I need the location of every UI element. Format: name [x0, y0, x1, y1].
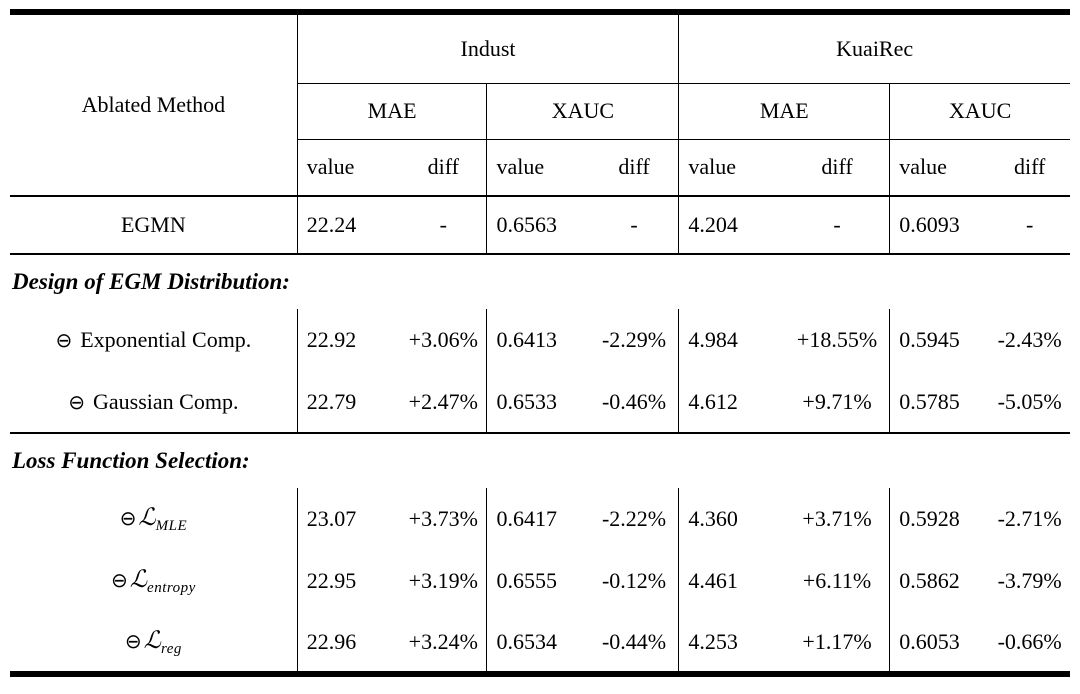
group-header-indust: Indust — [296, 12, 679, 84]
cell-diff: -2.22% — [601, 506, 667, 531]
subscript-entropy: entropy — [147, 580, 196, 596]
row-label: ⊖ℒentropy — [10, 550, 297, 612]
cell-value: 4.360 — [678, 488, 785, 550]
section-title-loss-function: Loss Function Selection: — [12, 448, 250, 473]
row-loss-reg: ⊖ℒreg 22.96 +3.24% 0.6534 -0.44% 4.253 +… — [10, 612, 1070, 674]
minus-circle-symbol: ⊖ — [55, 328, 73, 352]
cell-diff: +3.24% — [408, 628, 478, 654]
section-title-row: Loss Function Selection: — [10, 433, 1070, 488]
cell-value: 0.5862 — [889, 550, 990, 612]
minus-circle-symbol: ⊖ — [110, 568, 128, 592]
cell-diff: - — [784, 196, 890, 255]
row-gaussian-comp: ⊖ Gaussian Comp. 22.79 +2.47% 0.6533 -0.4… — [10, 371, 1070, 434]
cell-value: 22.24 — [296, 196, 401, 255]
cell-diff: +3.71% — [802, 506, 872, 531]
subcol-header-diff: diff — [589, 139, 679, 197]
cell-value: 4.984 — [678, 309, 785, 371]
group-header-kuairec: KuaiRec — [678, 12, 1070, 84]
cell-diff: +1.17% — [802, 628, 872, 654]
row-label: ⊖ℒMLE — [10, 488, 297, 550]
cell-diff: -2.71% — [997, 506, 1062, 531]
cell-diff: - — [989, 196, 1070, 255]
cell-value: 0.5785 — [889, 371, 990, 434]
subcol-header-value: value — [678, 139, 785, 197]
subscript-reg: reg — [160, 640, 182, 657]
ablated-method-header: Ablated Method — [10, 12, 298, 197]
row-label: ⊖ Exponential Comp. — [10, 309, 297, 371]
metric-header-kuairec-mae: MAE — [678, 83, 890, 140]
minus-circle-symbol: ⊖ — [68, 389, 86, 414]
subcol-header-diff: diff — [784, 139, 890, 197]
cell-value: 0.5928 — [889, 488, 990, 550]
cell-diff: -0.44% — [601, 628, 667, 654]
cell-value: 22.96 — [296, 612, 401, 674]
row-label: ⊖ Gaussian Comp. — [10, 371, 298, 434]
cell-diff: +18.55% — [796, 327, 878, 352]
metric-header-indust-xauc: XAUC — [486, 83, 679, 140]
cell-diff: -2.43% — [997, 327, 1062, 352]
header-row-metrics: MAE XAUC MAE XAUC — [10, 83, 1070, 140]
mathcal-l: ℒ — [138, 505, 156, 531]
row-egmn: EGMN 22.24 - 0.6563 - 4.204 - 0.6093 - — [10, 196, 1070, 255]
row-label-text: Gaussian Comp. — [93, 388, 239, 414]
cell-diff: -3.79% — [997, 568, 1062, 593]
cell-value: 0.6093 — [889, 196, 990, 255]
cell-value: 0.5945 — [889, 309, 990, 371]
subscript-mle: MLE — [155, 518, 188, 534]
cell-value: 0.6417 — [486, 488, 590, 550]
cell-value: 4.253 — [678, 612, 785, 674]
cell-value: 22.79 — [296, 371, 401, 434]
row-loss-mle: ⊖ℒMLE 23.07 +3.73% 0.6417 -2.22% 4.360 +… — [10, 488, 1070, 550]
cell-value: 0.6534 — [486, 612, 590, 674]
cell-diff: - — [400, 196, 487, 255]
metric-header-indust-mae: MAE — [296, 83, 487, 140]
header-row-subcols: value diff value diff value diff value d… — [10, 139, 1070, 197]
cell-value: 4.612 — [678, 371, 785, 434]
cell-diff: -0.12% — [601, 568, 667, 593]
row-loss-entropy: ⊖ℒentropy 22.95 +3.19% 0.6555 -0.12% 4.4… — [10, 550, 1070, 612]
cell-value: 0.6413 — [486, 309, 590, 371]
cell-value: 22.92 — [296, 309, 401, 371]
cell-diff: +6.11% — [802, 568, 872, 593]
mathcal-l: ℒ — [129, 567, 148, 593]
cell-diff: -2.29% — [601, 327, 667, 352]
subcol-header-value: value — [296, 139, 401, 197]
cell-diff: +3.73% — [408, 506, 478, 531]
cell-diff: -5.05% — [989, 371, 1070, 434]
subcol-header-value: value — [486, 139, 590, 197]
cell-diff: -0.46% — [589, 371, 679, 434]
cell-value: 0.6563 — [486, 196, 590, 255]
cell-value: 0.6533 — [486, 371, 590, 434]
ablation-table: Ablated Method Indust KuaiRec MAE XAUC M… — [10, 9, 1070, 677]
row-exponential-comp: ⊖ Exponential Comp. 22.92 +3.06% 0.6413 -… — [10, 309, 1070, 371]
cell-value: 4.461 — [678, 550, 785, 612]
minus-circle-symbol: ⊖ — [119, 506, 137, 530]
metric-header-kuairec-xauc: XAUC — [889, 83, 1070, 140]
row-label: ⊖ℒreg — [10, 612, 297, 674]
mathcal-l: ℒ — [143, 627, 161, 654]
cell-diff: - — [589, 196, 679, 255]
cell-diff: +2.47% — [400, 371, 487, 434]
cell-diff: +3.19% — [408, 568, 478, 593]
cell-value: 4.204 — [678, 196, 785, 255]
row-label-text: Exponential Comp. — [80, 327, 252, 352]
header-row-groups: Ablated Method Indust KuaiRec — [10, 12, 1070, 197]
cell-value: 22.95 — [296, 550, 401, 612]
cell-diff: -0.66% — [997, 628, 1062, 654]
row-label: EGMN — [10, 196, 298, 255]
subcol-header-value: value — [889, 139, 990, 197]
cell-value: 0.6053 — [889, 612, 990, 674]
minus-circle-symbol: ⊖ — [124, 628, 142, 653]
cell-value: 0.6555 — [486, 550, 590, 612]
cell-value: 23.07 — [296, 488, 401, 550]
section-title-row: Design of EGM Distribution: — [10, 254, 1070, 309]
cell-diff: +9.71% — [784, 371, 890, 434]
section-title-egm-distribution: Design of EGM Distribution: — [12, 269, 290, 294]
subcol-header-diff: diff — [989, 139, 1070, 197]
subcol-header-diff: diff — [400, 139, 487, 197]
cell-diff: +3.06% — [408, 327, 478, 352]
